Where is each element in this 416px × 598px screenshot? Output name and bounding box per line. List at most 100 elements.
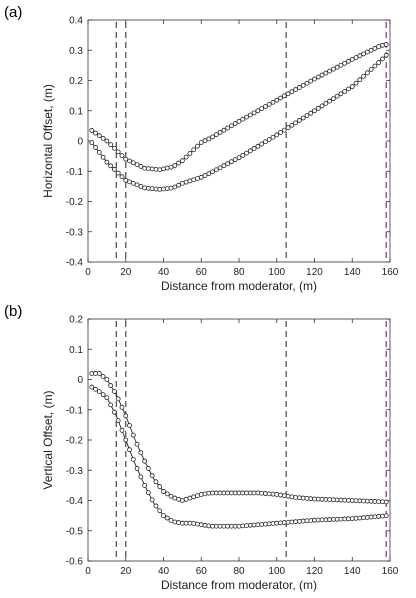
data-point <box>142 458 148 464</box>
data-point <box>149 497 155 503</box>
x-tick-label: 0 <box>85 566 91 577</box>
data-point <box>229 159 234 165</box>
data-point <box>270 99 276 105</box>
data-point <box>240 116 246 122</box>
data-point <box>327 68 333 74</box>
data-point <box>93 386 98 392</box>
data-point <box>108 163 114 169</box>
data-point <box>361 51 366 57</box>
data-point <box>130 160 136 166</box>
y-tick-label: 0.4 <box>69 16 83 27</box>
data-point <box>134 162 140 167</box>
x-tick-label: 100 <box>268 566 285 577</box>
data-point <box>112 409 117 415</box>
data-point <box>100 374 106 379</box>
x-tick-label: 20 <box>120 566 132 577</box>
data-point <box>346 86 351 92</box>
x-tick-label: 100 <box>268 267 285 278</box>
x-tick-label: 60 <box>196 267 208 278</box>
data-point <box>281 93 287 99</box>
data-point <box>176 160 182 166</box>
data-point <box>255 108 261 114</box>
x-axis-label: Distance from moderator, (m) <box>161 279 317 293</box>
data-point <box>281 493 287 499</box>
x-tick-label: 60 <box>196 566 208 577</box>
data-point <box>296 85 302 90</box>
data-point <box>229 123 234 129</box>
data-point <box>138 450 144 456</box>
data-point <box>210 134 215 140</box>
data-point <box>278 130 283 135</box>
data-point <box>89 384 95 390</box>
data-point <box>349 84 355 89</box>
data-point <box>376 60 382 65</box>
data-point <box>213 167 219 173</box>
data-point <box>202 173 208 178</box>
data-point <box>338 62 344 68</box>
y-tick-label: -0.3 <box>66 466 84 477</box>
data-point <box>195 143 200 149</box>
y-tick-label: 0 <box>77 375 83 386</box>
data-point <box>96 371 102 376</box>
data-point <box>123 437 129 443</box>
data-point <box>142 482 148 488</box>
data-point <box>153 166 159 172</box>
data-point <box>112 167 117 172</box>
data-point <box>161 186 166 192</box>
data-point <box>330 66 336 72</box>
data-point <box>308 78 314 84</box>
data-point <box>179 158 185 164</box>
data-point <box>157 186 163 192</box>
data-point <box>119 153 125 158</box>
data-point <box>112 389 117 394</box>
data-point <box>104 395 110 401</box>
data-point <box>281 127 287 133</box>
data-point <box>145 166 151 172</box>
data-point <box>161 489 166 494</box>
x-tick-label: 80 <box>233 566 245 577</box>
data-point <box>100 392 106 398</box>
data-point <box>240 152 246 158</box>
data-point <box>145 466 151 471</box>
data-point <box>149 186 155 192</box>
data-point <box>255 143 261 149</box>
data-point <box>172 184 178 190</box>
data-point <box>353 55 359 60</box>
y-tick-label: 0.2 <box>69 315 83 326</box>
data-point <box>380 42 385 48</box>
data-point <box>383 513 389 519</box>
data-point <box>183 154 189 160</box>
data-point <box>274 492 280 497</box>
data-point <box>142 185 148 191</box>
data-point <box>315 74 321 80</box>
y-tick-label: 0.3 <box>69 46 83 57</box>
x-tick-label: 140 <box>344 267 361 278</box>
data-point <box>138 474 144 480</box>
panel-label: (b) <box>4 303 23 320</box>
data-point <box>221 127 227 133</box>
data-point <box>115 396 121 402</box>
data-point <box>161 166 166 172</box>
y-tick-label: -0.4 <box>66 496 84 507</box>
x-tick-label: 160 <box>382 267 399 278</box>
data-point <box>176 520 182 525</box>
data-point <box>368 47 374 53</box>
y-axis-label: Horizontal Offset, (m) <box>41 84 55 198</box>
data-point <box>206 171 212 177</box>
x-tick-label: 120 <box>306 566 323 577</box>
data-point <box>96 149 102 155</box>
data-point <box>108 142 114 148</box>
data-point <box>312 76 317 82</box>
y-tick-label: -0.2 <box>66 197 84 208</box>
data-point <box>119 404 125 410</box>
data-point <box>304 80 310 86</box>
data-point <box>225 161 231 167</box>
data-point <box>134 466 140 471</box>
data-point <box>100 135 106 141</box>
data-point <box>300 115 306 121</box>
data-point <box>108 402 114 408</box>
data-point <box>383 499 389 505</box>
data-point <box>213 132 219 138</box>
chart-panel-b: (b) 0 20 40 60 80 100 120 140 160 -0.6 -0.5 -0.4 -0.… <box>0 299 416 598</box>
data-point <box>259 141 265 147</box>
